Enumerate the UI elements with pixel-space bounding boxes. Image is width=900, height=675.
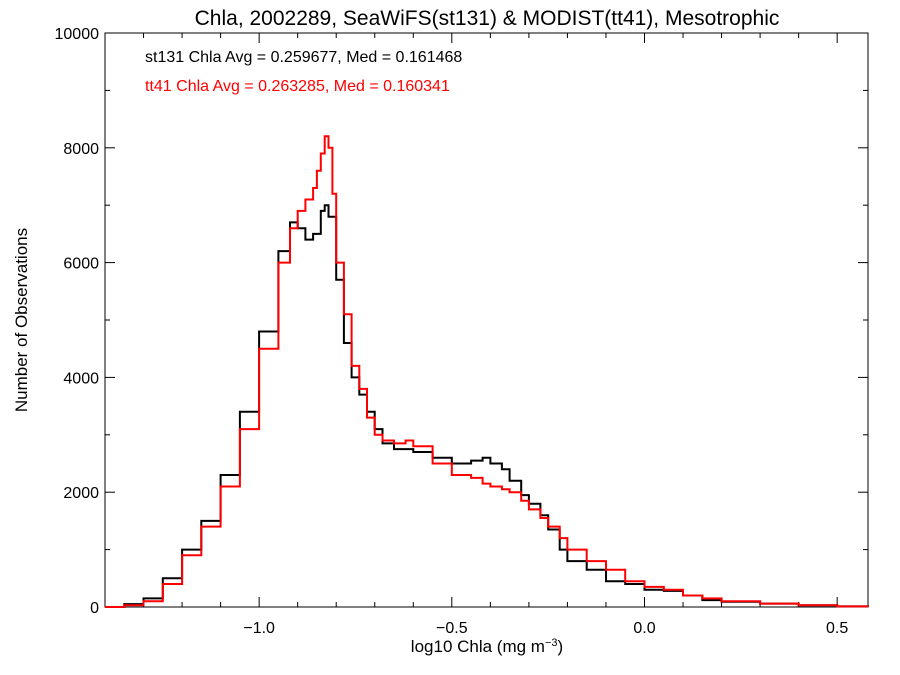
x-tick-label: −0.5 <box>436 620 468 637</box>
series-line-tt41 <box>105 135 869 608</box>
y-tick-label: 6000 <box>63 256 99 273</box>
x-tick-label: −1.0 <box>243 620 275 637</box>
y-tick-label: 8000 <box>63 141 99 158</box>
y-tick-label: 2000 <box>63 485 99 502</box>
y-tick-label: 4000 <box>63 370 99 387</box>
y-tick-label: 0 <box>90 600 99 617</box>
annotation-tt41: tt41 Chla Avg = 0.263285, Med = 0.160341 <box>145 78 450 95</box>
x-tick-label: 0.0 <box>633 620 655 637</box>
ticks: −1.0 −0.5 0.0 0.5 0 2000 4000 6000 8000 10000 <box>55 26 868 637</box>
x-tick-label: 0.5 <box>826 620 848 637</box>
annotation-st131: st131 Chla Avg = 0.259677, Med = 0.16146… <box>145 49 462 66</box>
series-group <box>105 135 869 608</box>
chart-title: Chla, 2002289, SeaWiFS(st131) & MODIST(t… <box>195 7 780 30</box>
x-axis-label: log10 Chla (mg m−3) <box>411 637 563 656</box>
y-tick-label: 10000 <box>55 26 100 43</box>
y-axis-label: Number of Observations <box>12 228 31 412</box>
series-line-st131 <box>105 204 869 608</box>
